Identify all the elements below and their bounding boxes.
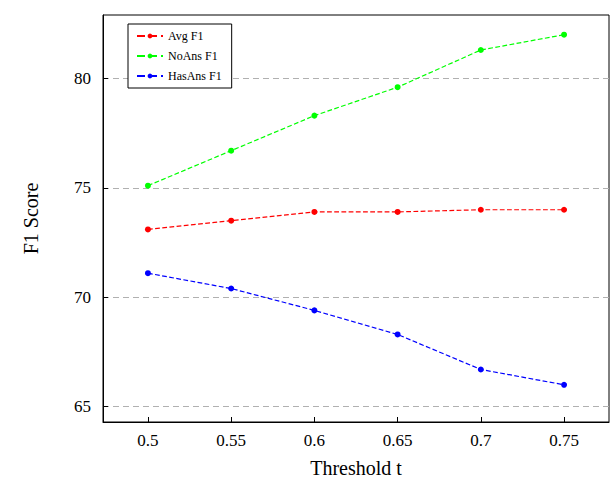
svg-text:75: 75 [74,178,91,197]
svg-text:F1 Score: F1 Score [20,183,42,255]
svg-text:80: 80 [74,69,91,88]
svg-text:65: 65 [74,397,91,416]
svg-text:Avg F1: Avg F1 [168,29,203,43]
svg-text:0.55: 0.55 [216,431,246,450]
svg-text:HasAns F1: HasAns F1 [168,69,222,83]
svg-text:0.7: 0.7 [470,431,492,450]
svg-text:0.5: 0.5 [137,431,158,450]
svg-text:0.75: 0.75 [549,431,579,450]
svg-text:70: 70 [74,288,91,307]
svg-text:NoAns F1: NoAns F1 [168,49,218,63]
svg-text:Threshold t: Threshold t [310,457,402,479]
svg-text:0.6: 0.6 [304,431,325,450]
svg-text:0.65: 0.65 [383,431,413,450]
